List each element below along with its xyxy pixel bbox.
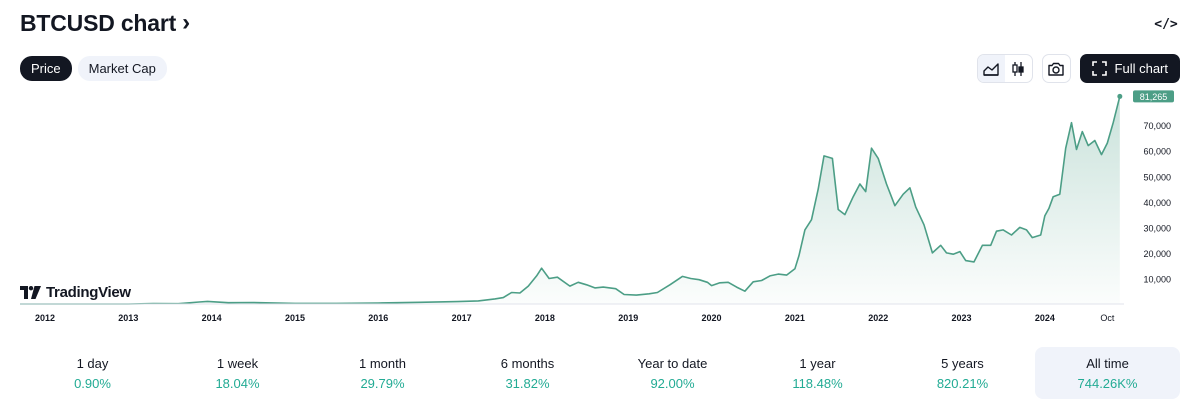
last-price-label: 81,265 [1140,92,1168,102]
period-label: 1 month [359,355,406,371]
x-tick-label: 2013 [118,313,138,323]
period-change: 744.26K% [1077,375,1138,391]
performance-periods: 1 day 0.90% 1 week 18.04% 1 month 29.79%… [20,347,1180,399]
snapshot-button[interactable] [1041,54,1071,83]
area-chart-icon [983,62,999,76]
x-tick-label: 2020 [702,313,722,323]
chart-style-switch [976,54,1033,83]
period-change: 0.90% [74,375,111,391]
x-tick-label: 2019 [618,313,638,323]
period-all-time[interactable]: All time 744.26K% [1035,347,1180,399]
period-label: Year to date [637,355,708,371]
tab-price[interactable]: Price [20,56,72,81]
y-tick-label: 50,000 [1143,172,1171,182]
y-tick-label: 30,000 [1143,223,1171,233]
y-tick-label: 10,000 [1143,274,1171,284]
period-label: All time [1086,355,1129,371]
expand-icon [1091,61,1107,76]
period-change: 820.21% [936,375,989,391]
x-tick-label: 2016 [368,313,388,323]
price-area-fill [20,96,1120,305]
period-label: 6 months [500,355,555,371]
period-5-years[interactable]: 5 years 820.21% [890,347,1035,399]
period-change: 29.79% [360,375,405,391]
tab-market-cap[interactable]: Market Cap [77,56,167,81]
last-price-tag [1133,90,1174,103]
period-change: 92.00% [650,375,695,391]
chevron-right-icon: › [182,8,191,36]
period-6-months[interactable]: 6 months 31.82% [455,347,600,399]
chart-toolbar: Full chart [976,54,1180,83]
period-label: 5 years [941,355,984,371]
period-1-day[interactable]: 1 day 0.90% [20,347,165,399]
candles-style-button[interactable] [1005,55,1032,82]
x-tick-label: 2023 [952,313,972,323]
full-chart-button[interactable]: Full chart [1079,54,1180,83]
y-tick-label: 20,000 [1143,249,1171,259]
x-tick-label: 2015 [285,313,305,323]
period-label: 1 week [216,355,259,371]
period-change: 31.82% [505,375,550,391]
period-year-to-date[interactable]: Year to date 92.00% [600,347,745,399]
tradingview-logo-icon [20,286,41,299]
x-tick-label: Oct [1100,313,1115,323]
embed-code-button[interactable]: </> [1154,16,1178,32]
area-style-button[interactable] [977,55,1005,82]
period-1-week[interactable]: 1 week 18.04% [165,347,310,399]
period-1-month[interactable]: 1 month 29.79% [310,347,455,399]
y-tick-label: 60,000 [1143,147,1171,157]
period-1-year[interactable]: 1 year 118.48% [745,347,890,399]
camera-icon [1048,62,1064,76]
x-tick-label: 2018 [535,313,555,323]
last-price-point [1117,93,1123,99]
period-label: 1 year [799,355,836,371]
x-tick-label: 2024 [1035,313,1055,323]
period-change: 18.04% [215,375,260,391]
tradingview-logo-text: TradingView [46,284,131,301]
y-tick-label: 40,000 [1143,198,1171,208]
full-chart-label: Full chart [1114,61,1168,76]
price-line [20,96,1121,305]
x-tick-label: 2012 [35,313,55,323]
candlestick-icon [1012,61,1024,76]
chart-mode-tabs: Price Market Cap [20,56,167,81]
period-label: 1 day [76,355,109,371]
tradingview-logo[interactable]: TradingView [20,284,131,301]
chart-title-link[interactable]: BTCUSD chart › [20,8,191,37]
period-change: 118.48% [792,375,843,391]
x-tick-label: 2014 [202,313,222,323]
page-title: BTCUSD chart [20,10,177,36]
x-tick-label: 2021 [785,313,805,323]
y-tick-label: 70,000 [1143,121,1171,131]
x-tick-label: 2022 [868,313,888,323]
x-tick-label: 2017 [452,313,472,323]
price-chart[interactable]: 10,000 20,000 30,000 40,000 50,000 60,000 70,0… [0,88,1200,333]
